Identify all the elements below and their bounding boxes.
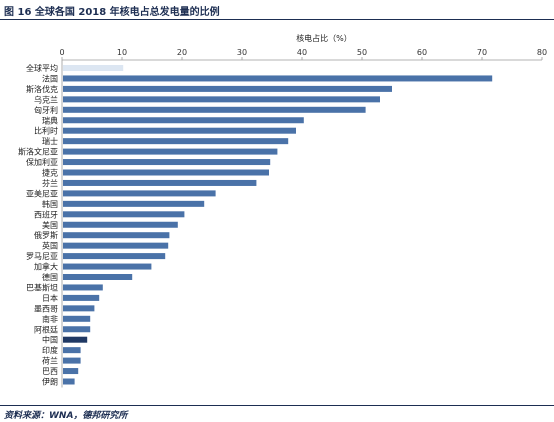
bar bbox=[63, 232, 170, 239]
category-label: 芬兰 bbox=[42, 178, 58, 188]
bar bbox=[63, 284, 103, 291]
bar bbox=[63, 200, 205, 207]
bar bbox=[63, 96, 380, 103]
figure-source: 资料来源：WNA，德邦研究所 bbox=[4, 411, 128, 421]
bar bbox=[63, 190, 216, 197]
bar bbox=[63, 263, 152, 270]
category-label: 英国 bbox=[42, 241, 58, 251]
category-label: 加拿大 bbox=[34, 262, 58, 272]
bar bbox=[63, 221, 178, 228]
bar bbox=[63, 253, 166, 260]
category-label: 墨西哥 bbox=[34, 304, 58, 313]
bar bbox=[63, 138, 289, 145]
figure-header: 图 16 全球各国 2018 年核电占总发电量的比例 bbox=[0, 0, 554, 22]
bar bbox=[63, 117, 304, 124]
category-label: 全球平均 bbox=[26, 63, 58, 73]
bar bbox=[63, 65, 124, 71]
category-label: 西班牙 bbox=[34, 209, 58, 219]
category-label: 伊朗 bbox=[42, 377, 58, 387]
category-label: 匈牙利 bbox=[34, 105, 58, 115]
bar bbox=[63, 85, 392, 92]
bar bbox=[63, 357, 81, 364]
x-tick-label: 40 bbox=[297, 48, 307, 57]
bar bbox=[63, 148, 278, 155]
category-label: 美国 bbox=[42, 220, 58, 230]
category-label: 德国 bbox=[42, 272, 58, 282]
figure-title: 图 16 全球各国 2018 年核电占总发电量的比例 bbox=[4, 7, 220, 18]
bar bbox=[63, 378, 75, 385]
x-tick-label: 10 bbox=[117, 48, 127, 57]
bar-chart: 核电占比（%） 0 10 20 30 40 50 60 70 80 全球平均法国斯洛伐克乌克兰匈牙利… bbox=[18, 33, 547, 388]
category-label: 韩国 bbox=[42, 199, 58, 209]
category-label: 捷克 bbox=[42, 168, 58, 178]
x-axis-label: 核电占比（%） bbox=[296, 33, 352, 43]
bar bbox=[63, 368, 79, 375]
category-label: 俄罗斯 bbox=[34, 230, 58, 240]
x-tick-label: 60 bbox=[417, 48, 427, 57]
bar bbox=[63, 347, 81, 354]
bar bbox=[63, 179, 257, 186]
category-label: 亚美尼亚 bbox=[26, 188, 58, 198]
category-label: 巴西 bbox=[42, 367, 58, 376]
category-label: 瑞士 bbox=[42, 136, 58, 146]
category-label: 保加利亚 bbox=[26, 157, 58, 167]
category-label: 斯洛伐克 bbox=[26, 84, 58, 94]
category-label: 法国 bbox=[42, 73, 58, 83]
bar bbox=[63, 127, 296, 134]
x-tick-label: 0 bbox=[59, 48, 64, 57]
category-label: 日本 bbox=[42, 293, 58, 303]
bar bbox=[63, 75, 493, 82]
category-label: 巴基斯坦 bbox=[26, 282, 58, 292]
category-label: 斯洛文尼亚 bbox=[18, 147, 58, 157]
x-tick-label: 20 bbox=[177, 48, 187, 57]
category-label: 荷兰 bbox=[42, 356, 58, 366]
title-divider bbox=[0, 19, 554, 20]
category-label: 罗马尼亚 bbox=[26, 252, 58, 261]
x-tick-label: 50 bbox=[357, 48, 367, 57]
bar bbox=[63, 294, 100, 301]
bar bbox=[63, 169, 269, 176]
bar bbox=[63, 315, 91, 322]
x-tick-label: 80 bbox=[537, 48, 547, 57]
bar bbox=[63, 211, 185, 218]
bar bbox=[63, 274, 133, 280]
x-tick-label: 70 bbox=[477, 48, 487, 57]
category-label: 瑞典 bbox=[42, 115, 58, 125]
bar bbox=[63, 336, 88, 343]
footer-divider bbox=[0, 405, 554, 406]
category-label: 比利时 bbox=[34, 126, 58, 136]
category-label: 乌克兰 bbox=[34, 94, 58, 104]
bar bbox=[63, 326, 91, 333]
category-label: 印度 bbox=[42, 345, 58, 355]
category-label: 中国 bbox=[42, 335, 58, 345]
bar bbox=[63, 305, 95, 312]
bar bbox=[63, 242, 169, 249]
bar bbox=[63, 106, 366, 113]
category-label: 阿根廷 bbox=[34, 324, 58, 334]
category-label: 南非 bbox=[42, 314, 58, 324]
bar bbox=[63, 159, 271, 166]
x-tick-label: 30 bbox=[237, 48, 247, 57]
